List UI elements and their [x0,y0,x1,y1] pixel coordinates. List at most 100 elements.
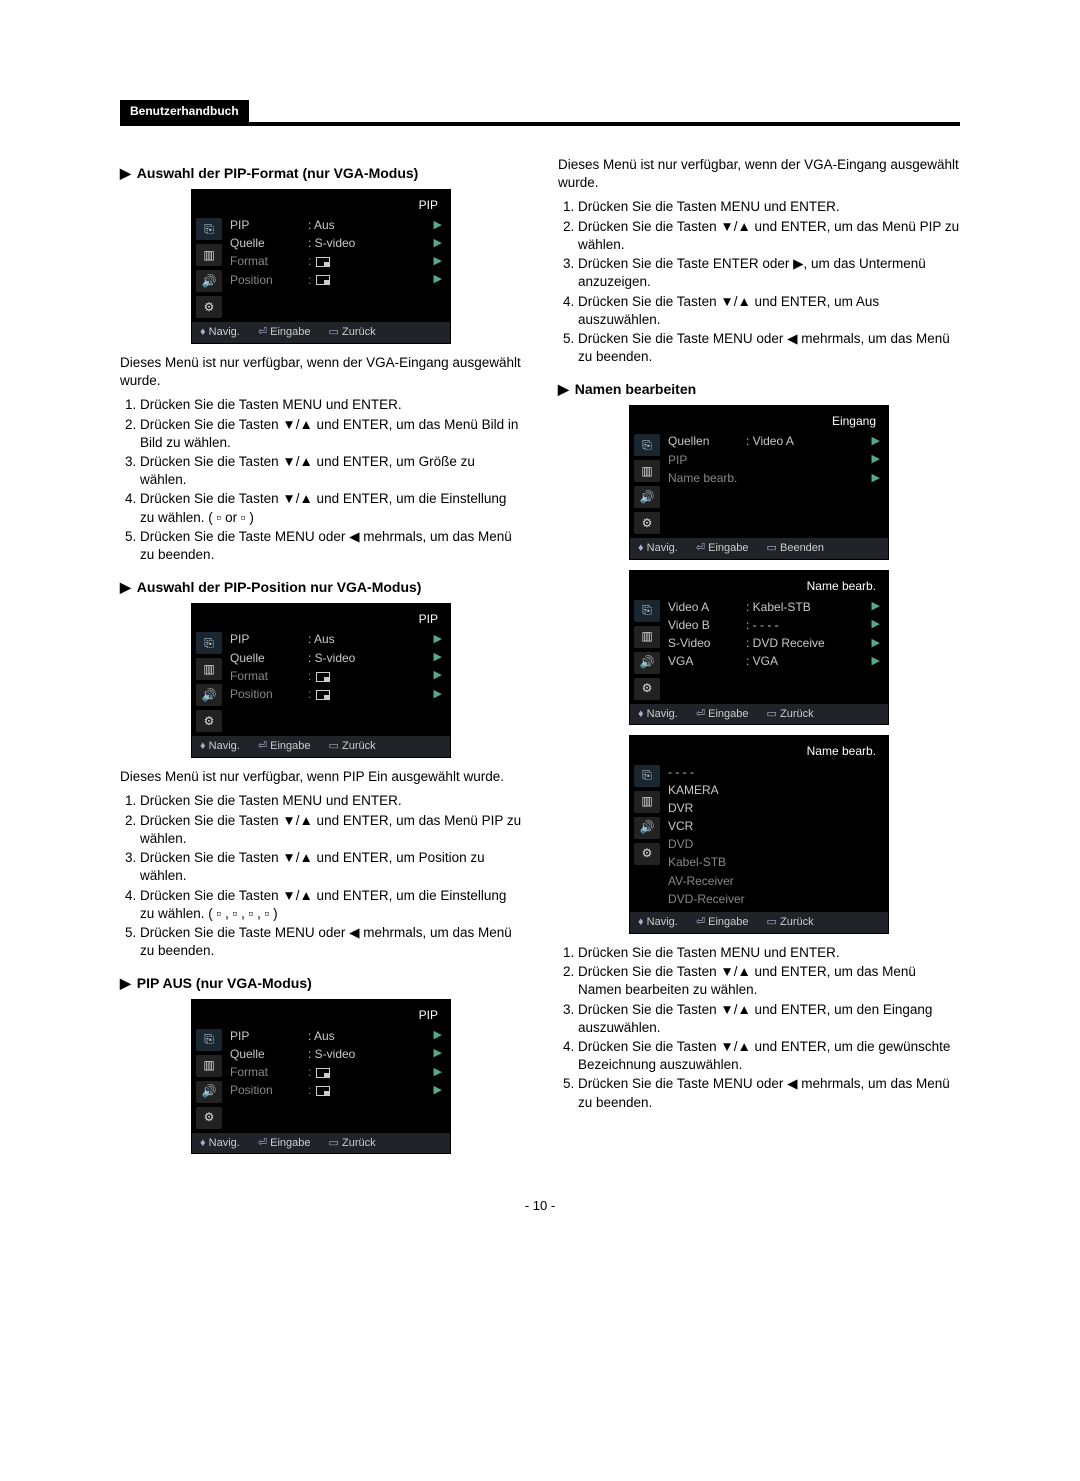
osd-footer: ♦ Navig.⏎ Eingabe▭ Zurück [630,704,888,725]
osd-sidebar-icon: ⚙ [634,678,660,700]
osd-row: Name bearb.▶ [668,469,880,487]
heading-text: Auswahl der PIP-Format (nur VGA-Modus) [137,165,419,181]
chevron-right-icon: ▶ [434,650,442,665]
osd-row-label: Position [230,272,308,288]
chevron-right-icon: ▶ [434,218,442,233]
osd-sidebar-icon: ⎘ [196,1029,222,1051]
chevron-right-icon: ▶ [434,236,442,251]
osd-row-value: : S-video [308,235,434,251]
osd-row-value: : Kabel-STB [746,599,872,615]
osd-sidebar-icon: ⚙ [634,512,660,534]
chevron-right-icon: ▶ [872,599,880,614]
manual-page: Benutzerhandbuch ▶Auswahl der PIP-Format… [0,0,1080,1253]
chevron-right-icon: ▶ [434,687,442,702]
osd-row-label: Position [230,686,308,702]
nav-hint: ♦ Navig. [200,1136,240,1151]
osd-title: PIP [192,608,450,630]
osd-footer: ♦ Navig.⏎ Eingabe▭ Zurück [630,912,888,933]
osd-list-item: DVR [668,799,880,817]
osd-row: Format: ▶ [230,1063,442,1081]
back-hint: ▭ Zurück [767,915,814,930]
step-item: Drücken Sie die Tasten ▼/▲ und ENTER, um… [140,453,522,489]
step-list: Drücken Sie die Tasten MENU und ENTER.Dr… [578,944,960,1112]
osd-sidebar-icon: ⚙ [196,296,222,318]
enter-hint: ⏎ Eingabe [696,541,749,556]
nav-hint: ♦ Navig. [200,325,240,340]
osd-row: PIP ▶ [668,451,880,469]
osd-row: PIP: Aus▶ [230,1027,442,1045]
osd-panel: PIP⎘▥🔊⚙PIP: Aus▶Quelle: S-video▶Format: … [191,999,451,1154]
right-column: Dieses Menü ist nur verfügbar, wenn der … [558,150,960,1164]
nav-hint: ♦ Navig. [638,707,678,722]
osd-row-value: : [308,272,434,288]
step-item: Drücken Sie die Tasten ▼/▲ und ENTER, um… [578,218,960,254]
osd-sidebar-icon: ⎘ [634,434,660,456]
step-item: Drücken Sie die Taste MENU oder ◀ mehrma… [140,924,522,960]
osd-list-item: - - - - [668,763,880,781]
osd-sidebar-icon: ⎘ [196,632,222,654]
heading-text: Namen bearbeiten [575,381,696,397]
osd-title: PIP [192,194,450,216]
step-item: Drücken Sie die Tasten ▼/▲ und ENTER, um… [578,963,960,999]
osd-row: Position: ▶ [230,1081,442,1099]
step-list: Drücken Sie die Tasten MENU und ENTER. Dr… [140,396,522,564]
osd-list-item: KAMERA [668,781,880,799]
step-item: Drücken Sie die Tasten ▼/▲ und ENTER, um… [140,812,522,848]
chevron-right-icon: ▶ [872,471,880,486]
enter-hint: ⏎ Eingabe [696,915,749,930]
osd-row: Quellen: Video A▶ [668,432,880,450]
step-item: Drücken Sie die Tasten ▼/▲ und ENTER, um… [578,1038,960,1074]
osd-sidebar-icon: ▥ [196,244,222,266]
step-item: Drücken Sie die Tasten MENU und ENTER. [578,944,960,962]
osd-row-value: : [308,668,434,684]
osd-row-label: PIP [668,452,746,468]
back-hint: ▭ Zurück [329,739,376,754]
osd-row-value: : Aus [308,1028,434,1044]
osd-title: Eingang [630,410,888,432]
osd-row: VGA: VGA▶ [668,652,880,670]
section-heading: ▶Auswahl der PIP-Format (nur VGA-Modus) [120,164,522,183]
osd-row-label: S-Video [668,635,746,651]
osd-panel: Eingang⎘▥🔊⚙Quellen: Video A▶PIP▶Name bea… [629,405,889,560]
osd-panel: Name bearb.⎘▥🔊⚙- - - -KAMERADVRVCRDVDKab… [629,735,889,934]
chevron-right-icon: ▶ [434,668,442,683]
chevron-right-icon: ▶ [434,632,442,647]
osd-row-label: Video A [668,599,746,615]
step-item: Drücken Sie die Tasten MENU und ENTER. [140,396,522,414]
osd-row-label: Quelle [230,235,308,251]
chevron-right-icon: ▶ [872,434,880,449]
page-number: - 10 - [120,1198,960,1213]
osd-row-label: Format [230,1064,308,1080]
nav-hint: ♦ Navig. [200,739,240,754]
step-item: Drücken Sie die Tasten ▼/▲ und ENTER, um… [140,849,522,885]
osd-row: Position: ▶ [230,271,442,289]
osd-sidebar-icon: 🔊 [634,652,660,674]
osd-sidebar-icon: ⎘ [634,600,660,622]
section-heading: ▶Namen bearbeiten [558,380,960,399]
section-heading: ▶PIP AUS (nur VGA-Modus) [120,974,522,993]
osd-sidebar-icon: ▥ [634,626,660,648]
osd-row-value: : [308,253,434,269]
chevron-right-icon: ▶ [872,636,880,651]
osd-sidebar-icon: ⎘ [634,765,660,787]
osd-sidebar-icon: 🔊 [196,684,222,706]
osd-title: Name bearb. [630,740,888,762]
header-rule [120,122,960,126]
intro-text: Dieses Menü ist nur verfügbar, wenn der … [120,354,522,390]
header-badge: Benutzerhandbuch [120,100,249,122]
heading-text: PIP AUS (nur VGA-Modus) [137,975,312,991]
osd-footer: ♦ Navig.⏎ Eingabe▭ Zurück [192,736,450,757]
osd-row-value: : - - - - [746,617,872,633]
back-hint: ▭ Zurück [329,325,376,340]
back-hint: ▭ Zurück [329,1136,376,1151]
osd-row: S-Video: DVD Receive▶ [668,634,880,652]
step-item: Drücken Sie die Tasten ▼/▲ und ENTER, um… [140,887,522,923]
osd-row-label: PIP [230,631,308,647]
chevron-right-icon: ▶ [872,452,880,467]
osd-row-value: : DVD Receive [746,635,872,651]
osd-row: Format: ▶ [230,667,442,685]
step-item: Drücken Sie die Taste MENU oder ◀ mehrma… [578,330,960,366]
osd-row-label: VGA [668,653,746,669]
osd-row-value: : Video A [746,433,872,449]
osd-sidebar-icon: ⚙ [634,843,660,865]
